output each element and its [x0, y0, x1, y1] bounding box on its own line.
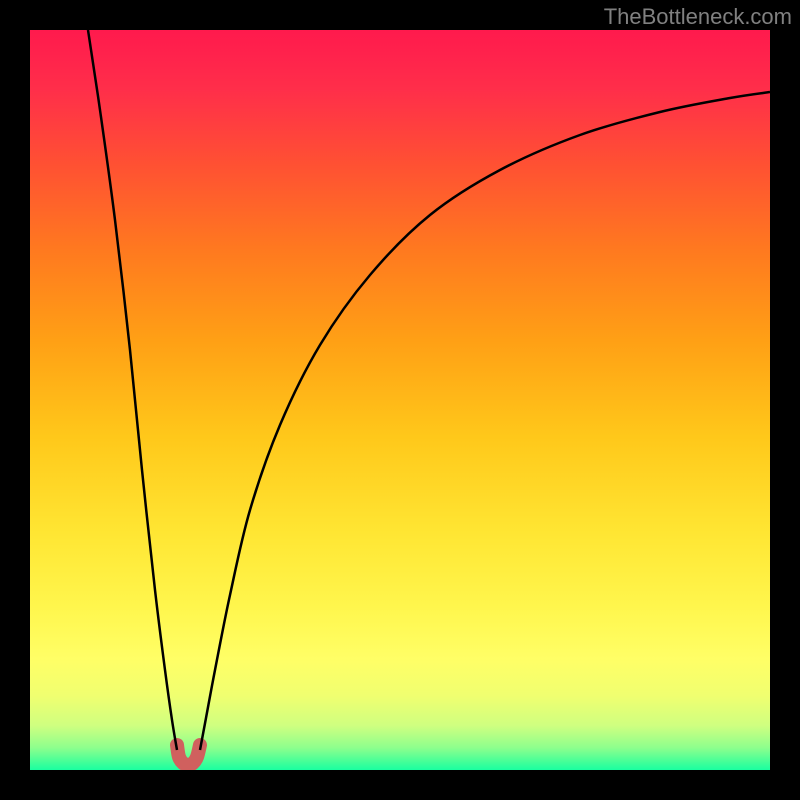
plot-area — [30, 30, 770, 770]
curve-overlay — [30, 30, 770, 770]
valley-marker — [177, 745, 200, 765]
watermark-text: TheBottleneck.com — [604, 4, 792, 30]
curve-left-branch — [88, 30, 177, 750]
curve-right-branch — [200, 92, 770, 750]
chart-container: TheBottleneck.com — [0, 0, 800, 800]
